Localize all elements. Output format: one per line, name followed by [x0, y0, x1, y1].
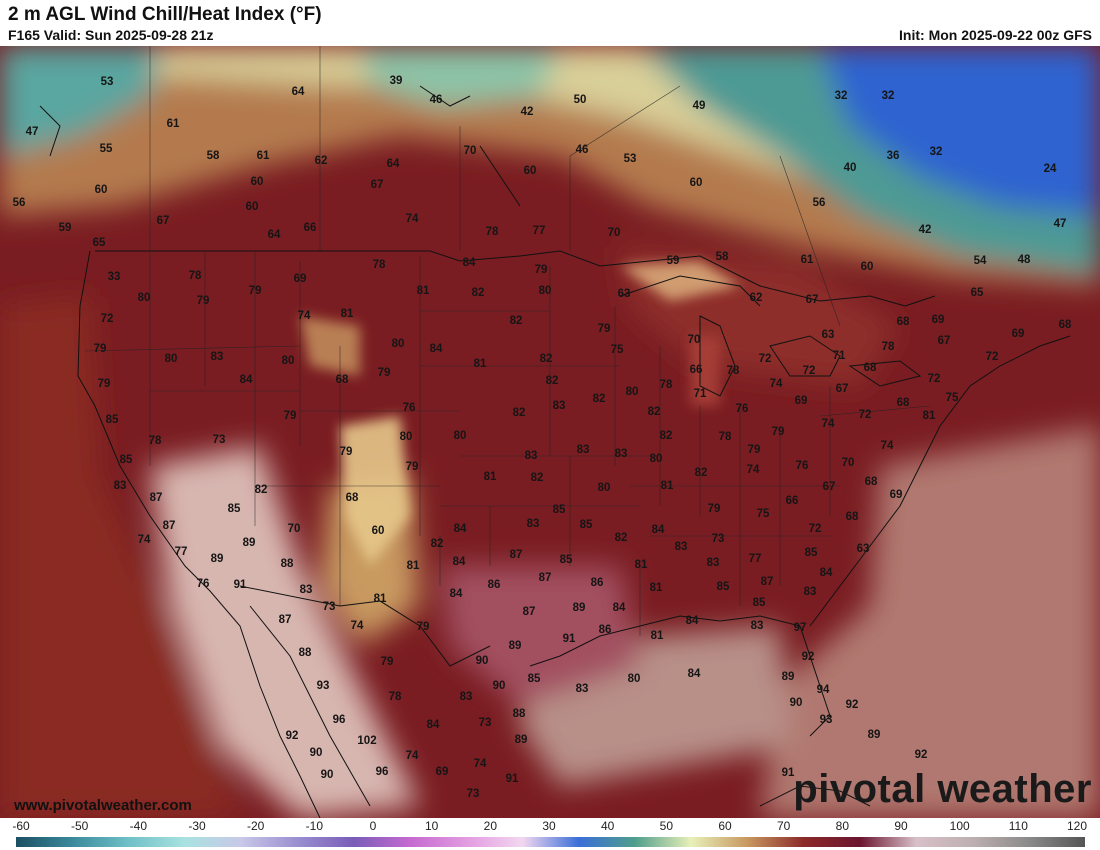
weather-map[interactable]: 53 64 39 46 42 50 49 32 32 47 61 55 58 61 62 64 70 46 53 36…	[0, 46, 1100, 818]
legend-tick-label: 30	[542, 819, 556, 833]
legend-tick-label: 120	[1066, 819, 1088, 833]
color-legend: -60 -50 -40 -30 -20 -10 0 10 20 30 40 50 60 70 80 90 100…	[0, 818, 1100, 850]
legend-tick-label: -40	[129, 819, 147, 833]
legend-tick-label: 0	[369, 819, 377, 833]
brand-logo: pivotal weather	[793, 767, 1092, 811]
legend-tick-label: 100	[949, 819, 970, 833]
valid-time: F165 Valid: Sun 2025-09-28 21z	[8, 27, 214, 43]
legend-tick-label: -50	[70, 819, 89, 833]
legend-tick-label: -10	[305, 819, 323, 833]
legend-tick-label: 90	[894, 819, 908, 833]
map-header: 2 m AGL Wind Chill/Heat Index (°F) F165 …	[0, 0, 1100, 46]
website-label[interactable]: www.pivotalweather.com	[14, 797, 192, 814]
legend-tick-label: 110	[1008, 819, 1028, 833]
legend-tick-label: -60	[12, 819, 30, 833]
init-time: Init: Mon 2025-09-22 00z GFS	[899, 27, 1092, 43]
legend-tick-label: 60	[718, 819, 732, 833]
map-field	[0, 46, 1100, 818]
legend-tick-label: -20	[246, 819, 265, 833]
legend-tick-label: 50	[659, 819, 674, 833]
legend-tick-label: 70	[776, 819, 791, 833]
map-title: 2 m AGL Wind Chill/Heat Index (°F)	[8, 4, 322, 25]
legend-colorbar	[16, 837, 1085, 847]
legend-tick-label: 80	[835, 819, 850, 833]
legend-tick-label: 40	[600, 819, 615, 833]
legend-tick-label: 10	[424, 819, 439, 833]
legend-tick-label: 20	[483, 819, 498, 833]
legend-tick-label: -30	[188, 819, 206, 833]
